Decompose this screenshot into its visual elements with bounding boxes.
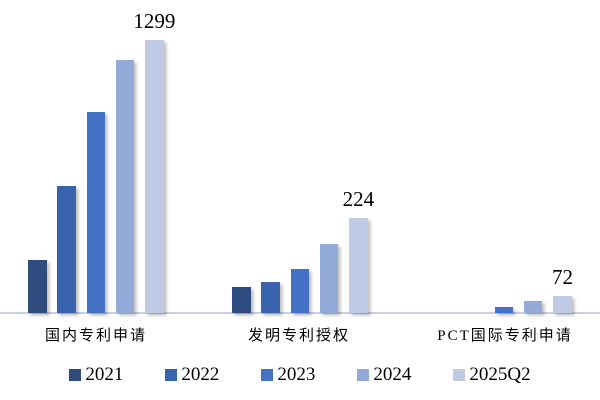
bar-2025Q2-cat2	[553, 296, 572, 313]
bar-2021-cat0	[28, 260, 47, 313]
bar-2023-cat1	[290, 269, 310, 313]
legend-item-2022: 2022	[165, 364, 219, 386]
legend-item-2025q2: 2025Q2	[453, 364, 531, 386]
category-label-pct-international: PCT国际专利申请	[437, 328, 573, 344]
legend-swatch-2023	[261, 369, 274, 381]
legend-label-2021: 2021	[85, 364, 124, 385]
bar-2024-cat1	[319, 244, 339, 313]
legend: 2021 2022 2023 2024 2025Q2	[0, 364, 600, 386]
legend-swatch-2021	[69, 369, 82, 381]
legend-item-2024: 2024	[357, 364, 411, 386]
data-label-224: 224	[342, 187, 375, 211]
legend-swatch-2025q2	[453, 369, 466, 381]
bar-2021-cat1	[232, 287, 251, 313]
category-label-domestic-applications: 国内专利申请	[44, 328, 148, 344]
bar-2023-cat2	[494, 307, 514, 313]
legend-label-2025q2: 2025Q2	[469, 364, 531, 385]
bar-2025Q2-cat0	[145, 40, 164, 313]
bar-2024-cat2	[523, 301, 543, 313]
bar-2022-cat1	[261, 282, 280, 313]
legend-swatch-2024	[357, 369, 370, 381]
bar-2023-cat0	[86, 112, 106, 313]
legend-label-2024: 2024	[373, 364, 412, 385]
bar-2024-cat0	[115, 60, 135, 313]
legend-label-2022: 2022	[181, 364, 220, 385]
legend-item-2023: 2023	[261, 364, 315, 386]
data-label-1299: 1299	[133, 9, 176, 33]
legend-label-2023: 2023	[277, 364, 316, 385]
data-label-72: 72	[552, 265, 573, 289]
legend-item-2021: 2021	[69, 364, 123, 386]
bar-2025Q2-cat1	[349, 218, 368, 313]
category-label-invention-grants: 发明专利授权	[247, 328, 351, 344]
bar-2022-cat0	[57, 186, 76, 313]
legend-swatch-2022	[165, 369, 178, 381]
x-axis-line	[0, 312, 600, 314]
